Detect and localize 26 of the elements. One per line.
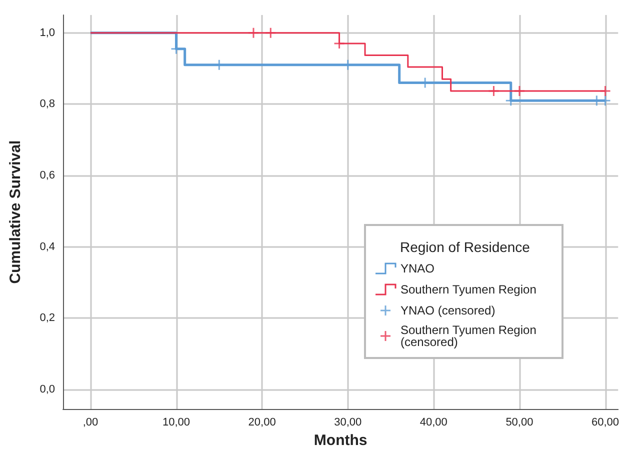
y-tick-label: 0,4: [40, 240, 55, 253]
x-tick-label: 50,00: [506, 416, 534, 428]
x-tick-label: 40,00: [420, 416, 448, 428]
y-tick-label: 0,0: [40, 383, 55, 396]
point: [334, 38, 346, 50]
point: [248, 27, 260, 39]
y-tick-label: 0,8: [40, 98, 55, 110]
point: [514, 85, 526, 97]
legend-label: Southern Tyumen Region (censored): [400, 323, 540, 349]
x-tick-label: 20,00: [248, 416, 276, 428]
legend-label: YNAO (censored): [400, 304, 496, 318]
point: [264, 27, 276, 39]
point: [488, 85, 500, 97]
x-axis-title: Months: [314, 432, 368, 449]
y-tick-label: 0,2: [40, 312, 55, 324]
x-tick-label: 30,00: [334, 416, 362, 428]
point: [600, 85, 612, 97]
legend-label: Southern Tyumen Region: [400, 282, 536, 296]
y-tick-label: 1,0: [40, 26, 55, 39]
legend-label: YNAO: [400, 262, 435, 276]
x-tick-label: 10,00: [162, 416, 190, 428]
y-tick-label: 0,6: [40, 169, 55, 182]
x-tick-label: ,00: [82, 416, 98, 428]
y-axis-title: Cumulative Survival: [7, 140, 24, 284]
x-tick-label: 60,00: [591, 416, 620, 428]
legend-title: Region of Residence: [400, 239, 530, 255]
